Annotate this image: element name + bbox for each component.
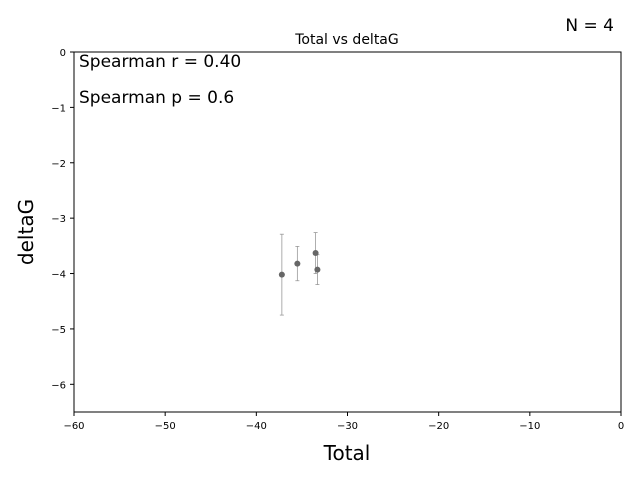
x-axis-ticks: −60 −50 −40 −30 −20 −10 0 [63,412,624,432]
n-count-label: N = 4 [565,16,614,36]
x-tick-label: −10 [519,421,540,432]
y-tick-label: −2 [51,159,66,170]
x-tick-label: −30 [337,421,358,432]
y-axis-ticks: 0 −1 −2 −3 −4 −5 −6 [51,48,74,391]
x-tick-label: 0 [618,421,624,432]
data-point [314,266,321,273]
y-tick-label: −1 [51,103,66,114]
chart-title: Total vs deltaG [294,32,398,48]
data-point [278,271,285,278]
x-tick-label: −60 [63,421,84,432]
y-tick-label: 0 [60,48,66,59]
x-tick-label: −20 [428,421,449,432]
data-point [312,250,319,257]
y-tick-label: −3 [51,214,66,225]
x-axis-label: Total [323,441,371,465]
y-axis-label: deltaG [14,199,38,265]
y-tick-label: −4 [51,270,66,281]
y-tick-label: −5 [51,325,66,336]
spearman-r-annotation: Spearman r = 0.40 [79,52,241,72]
data-point [294,260,301,267]
y-tick-label: −6 [51,380,66,391]
x-tick-label: −50 [155,421,176,432]
spearman-p-annotation: Spearman p = 0.6 [79,88,234,108]
data-marks [278,232,321,316]
x-tick-label: −40 [246,421,267,432]
